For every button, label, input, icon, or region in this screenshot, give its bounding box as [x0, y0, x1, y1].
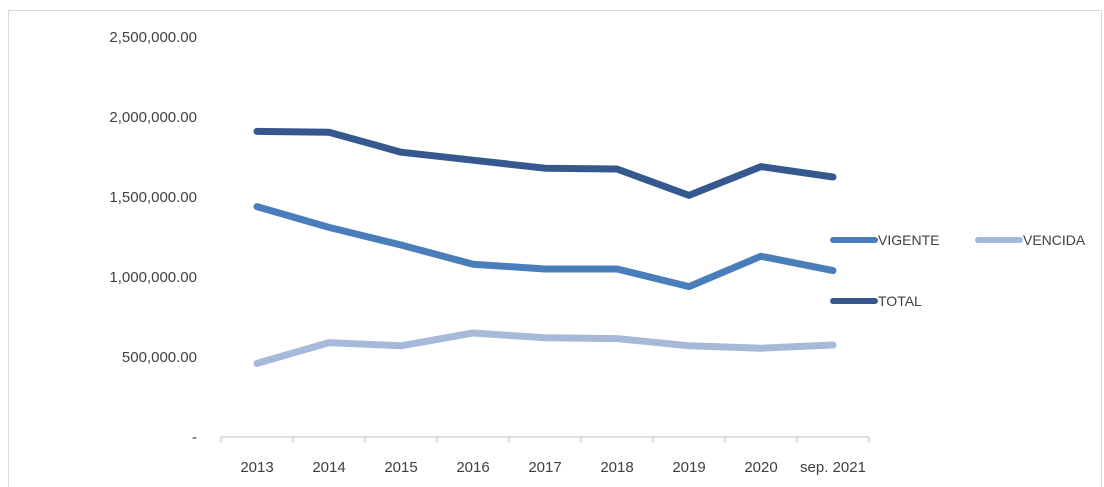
- x-tick-label: 2018: [600, 459, 633, 476]
- x-tick-label: 2016: [456, 459, 489, 476]
- x-tick-label: 2020: [744, 459, 777, 476]
- series-line-total: [253, 127, 837, 199]
- series-line-vigente: [253, 203, 837, 291]
- legend-label-total: TOTAL: [878, 293, 922, 309]
- y-tick-label: 2,000,000.00: [109, 109, 197, 126]
- y-tick-label: 1,500,000.00: [109, 189, 197, 206]
- y-tick-label: -: [192, 429, 197, 446]
- x-tick-label: 2015: [384, 459, 417, 476]
- legend-label-vigente: VIGENTE: [878, 232, 939, 248]
- y-tick-label: 500,000.00: [122, 349, 197, 366]
- x-tick-label: 2017: [528, 459, 561, 476]
- legend-label-vencida: VENCIDA: [1023, 232, 1086, 248]
- x-tick-label: 2019: [672, 459, 705, 476]
- y-tick-label: 1,000,000.00: [109, 269, 197, 286]
- chart-frame: [8, 10, 1102, 487]
- x-tick-label: sep. 2021: [800, 459, 866, 476]
- x-tick-label: 2013: [240, 459, 273, 476]
- series-lines: [253, 127, 837, 367]
- series-line-vencida: [253, 329, 837, 367]
- x-tick-label: 2014: [312, 459, 345, 476]
- y-tick-label: 2,500,000.00: [109, 29, 197, 46]
- y-axis-tick-labels: - 500,000.00 1,000,000.00 1,500,000.00 2,000…: [109, 29, 197, 446]
- x-axis: [220, 436, 870, 443]
- x-axis-tick-labels: 2013 2014 2015 2016 2017 2018 2019 2020 sep. 202…: [240, 459, 866, 476]
- legend: VIGENTE VENCIDA TOTAL: [830, 232, 1086, 309]
